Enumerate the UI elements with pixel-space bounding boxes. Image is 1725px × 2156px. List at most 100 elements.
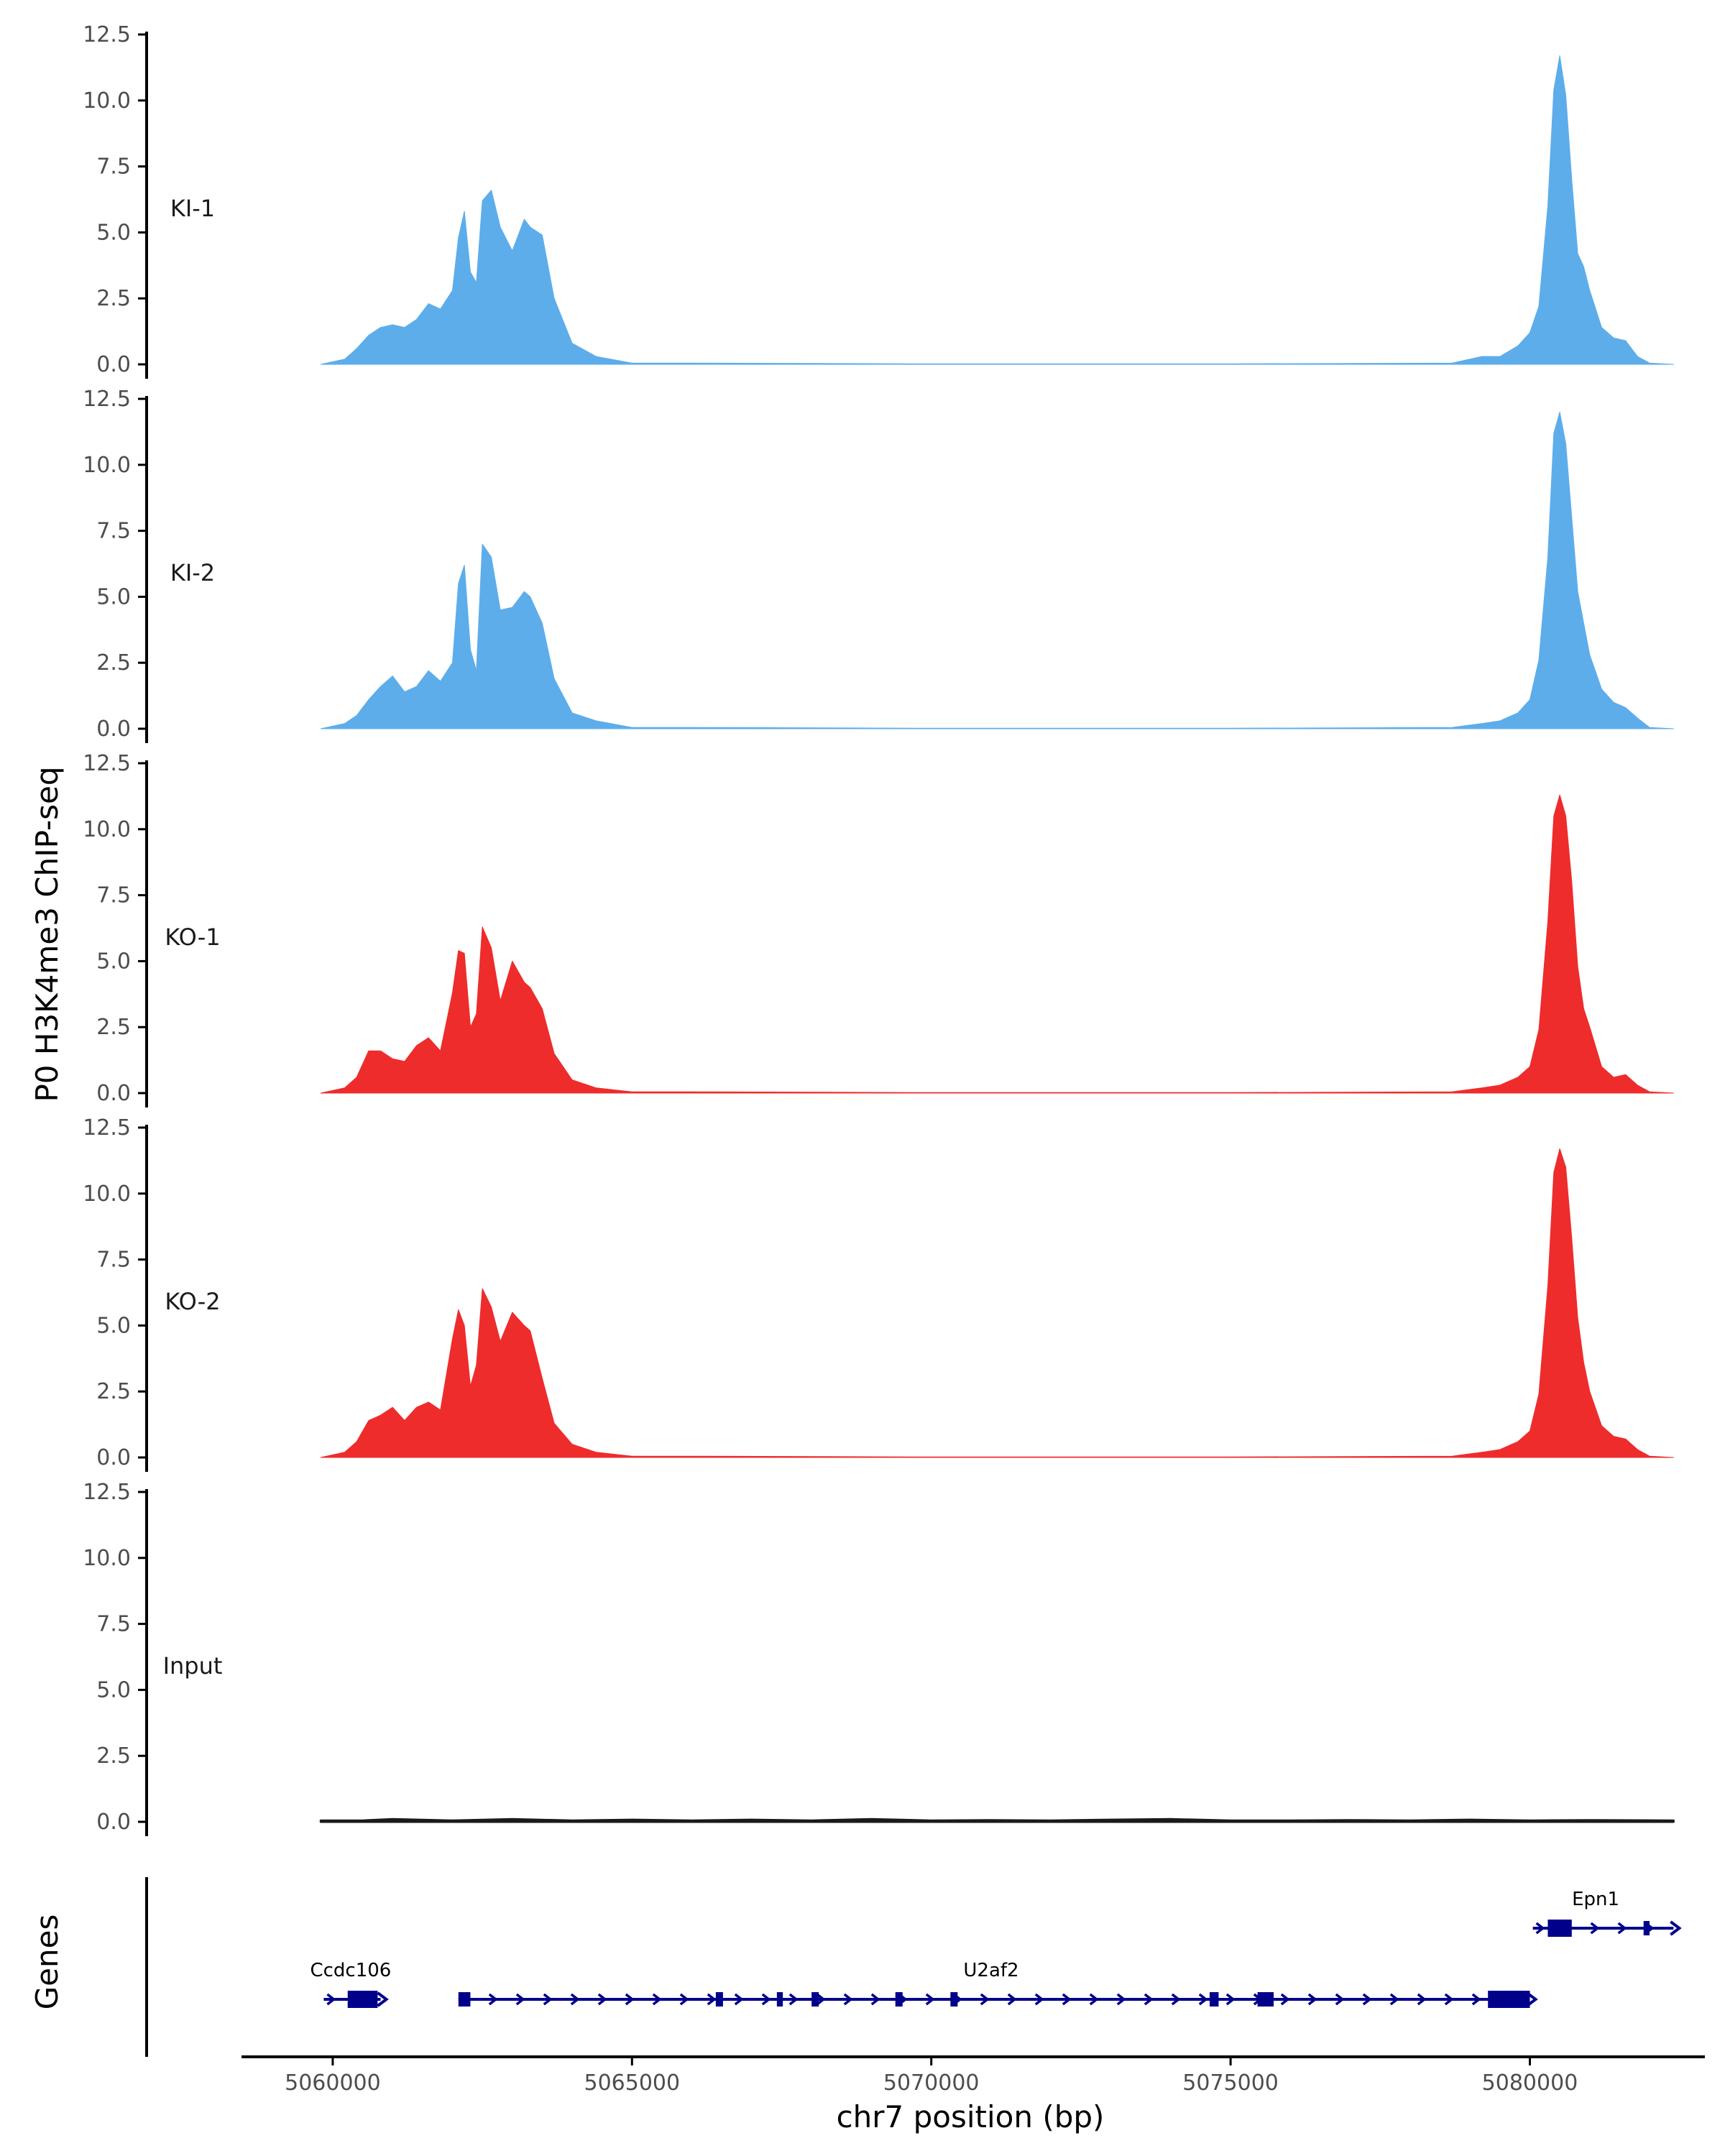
x-tick-label: 5060000 (285, 2070, 381, 2096)
exon (1488, 1991, 1530, 2008)
y-tick-label: 10.0 (83, 817, 131, 842)
strand-arrow (1617, 1922, 1627, 1935)
y-tick-label: 12.5 (83, 751, 131, 776)
strand-arrow (1225, 1993, 1236, 2006)
exon (715, 1992, 723, 2007)
exon (811, 1992, 819, 2007)
strand-arrow (1670, 1920, 1682, 1936)
track-input: 0.0 2.5 5.0 7.5 10.0 12.5 Input (83, 1480, 1675, 1836)
signal-area-ki-1 (320, 55, 1674, 365)
track-label: Input (163, 1652, 223, 1680)
exon (1209, 1992, 1219, 2007)
strand-arrow (816, 1993, 826, 2006)
strand-arrow (1280, 1993, 1290, 2006)
strand-arrow (652, 1993, 662, 2006)
strand-arrow (543, 1993, 553, 2006)
gene-u2af2: U2af2 (458, 1960, 1538, 2008)
gene-label: Ccdc106 (310, 1960, 391, 1981)
strand-arrow (1389, 1993, 1399, 2006)
strand-arrow (843, 1993, 853, 2006)
strand-arrow (707, 1993, 717, 2006)
strand-arrow (1471, 1993, 1481, 2006)
strand-arrow (1198, 1993, 1208, 2006)
gene-label: Epn1 (1572, 1889, 1619, 1910)
strand-arrow (597, 1993, 607, 2006)
strand-arrow (761, 1993, 771, 2006)
y-tick-label: 7.5 (96, 519, 131, 544)
y-tick-label: 7.5 (96, 883, 131, 908)
exon (895, 1992, 903, 2007)
strand-arrow (1307, 1993, 1317, 2006)
track-ko-2: 0.0 2.5 5.0 7.5 10.0 12.5 KO-2 (83, 1115, 1674, 1472)
signal-area-ko-1 (320, 794, 1674, 1094)
strand-arrow (1144, 1993, 1154, 2006)
x-tick-label: 5075000 (1182, 2070, 1279, 2096)
strand-arrow (1171, 1993, 1181, 2006)
y-tick-label: 5.0 (96, 949, 131, 974)
signal-tracks: 0.0 2.5 5.0 7.5 10.0 12.5 KI-1 0.0 2.5 5.0 7.5 10.0… (83, 22, 1675, 1836)
y-tick-label: 5.0 (96, 584, 131, 609)
y-tick-label: 0.0 (96, 1081, 131, 1106)
track-label: KO-2 (165, 1288, 220, 1315)
x-tick-label: 5065000 (584, 2070, 681, 2096)
strand-arrow (925, 1993, 935, 2006)
genes-panel: Ccdc106 U2af2 Epn1 (145, 1877, 1682, 2057)
signal-area-input (319, 1818, 1675, 1823)
y-tick-label: 12.5 (83, 22, 131, 47)
genes-axis-title: Genes (29, 1915, 65, 2010)
strand-arrow (1335, 1993, 1345, 2006)
gene-epn1: Epn1 (1532, 1889, 1682, 1937)
y-tick-label: 2.5 (96, 1015, 131, 1040)
exon (1547, 1920, 1572, 1937)
track-ki-1: 0.0 2.5 5.0 7.5 10.0 12.5 KI-1 (83, 22, 1674, 379)
x-tick-label: 5070000 (883, 2070, 980, 2096)
y-tick-label: 10.0 (83, 1181, 131, 1207)
strand-arrow (1116, 1993, 1126, 2006)
strand-arrow (570, 1993, 580, 2006)
y-tick-label: 10.0 (83, 453, 131, 478)
y-tick-label: 2.5 (96, 650, 131, 676)
track-ko-1: 0.0 2.5 5.0 7.5 10.0 12.5 KO-1 (83, 751, 1674, 1107)
exon (458, 1992, 471, 2007)
strand-arrow (1062, 1993, 1072, 2006)
y-tick-label: 7.5 (96, 155, 131, 180)
y-tick-label: 0.0 (96, 352, 131, 377)
strand-arrow (679, 1993, 689, 2006)
exon (1257, 1992, 1274, 2007)
signal-area-ki-2 (320, 411, 1674, 729)
track-label: KO-1 (165, 923, 220, 951)
strand-arrow (1362, 1993, 1372, 2006)
strand-arrow (734, 1993, 744, 2006)
signal-area-ko-2 (320, 1148, 1674, 1458)
y-tick-label: 5.0 (96, 1313, 131, 1338)
strand-arrow (980, 1993, 990, 2006)
x-tick-label: 5080000 (1482, 2070, 1578, 2096)
strand-arrow (870, 1993, 880, 2006)
y-tick-label: 12.5 (83, 387, 131, 412)
gene-ccdc106: Ccdc106 (310, 1960, 391, 2008)
strand-arrow (1444, 1993, 1454, 2006)
y-tick-label: 7.5 (96, 1248, 131, 1273)
y-tick-label: 5.0 (96, 1677, 131, 1703)
track-label: KI-2 (170, 559, 215, 586)
strand-arrow (625, 1993, 635, 2006)
gene-label: U2af2 (963, 1960, 1018, 1981)
y-tick-label: 7.5 (96, 1612, 131, 1637)
exon (1643, 1921, 1650, 1935)
y-tick-label: 0.0 (96, 1445, 131, 1470)
strand-arrow (1007, 1993, 1017, 2006)
strand-arrow (515, 1993, 525, 2006)
exon (347, 1991, 378, 2008)
y-axis-title: P0 H3K4me3 ChIP-seq (29, 766, 65, 1102)
y-tick-label: 0.0 (96, 1810, 131, 1835)
track-ki-2: 0.0 2.5 5.0 7.5 10.0 12.5 KI-2 (83, 387, 1674, 743)
y-tick-label: 10.0 (83, 88, 131, 114)
y-tick-label: 12.5 (83, 1115, 131, 1141)
y-tick-label: 2.5 (96, 286, 131, 311)
strand-arrow (377, 1991, 389, 2007)
strand-arrow (326, 1993, 336, 2006)
exon (950, 1992, 958, 2007)
x-axis-title: chr7 position (bp) (837, 2099, 1105, 2134)
exon (776, 1992, 783, 2007)
